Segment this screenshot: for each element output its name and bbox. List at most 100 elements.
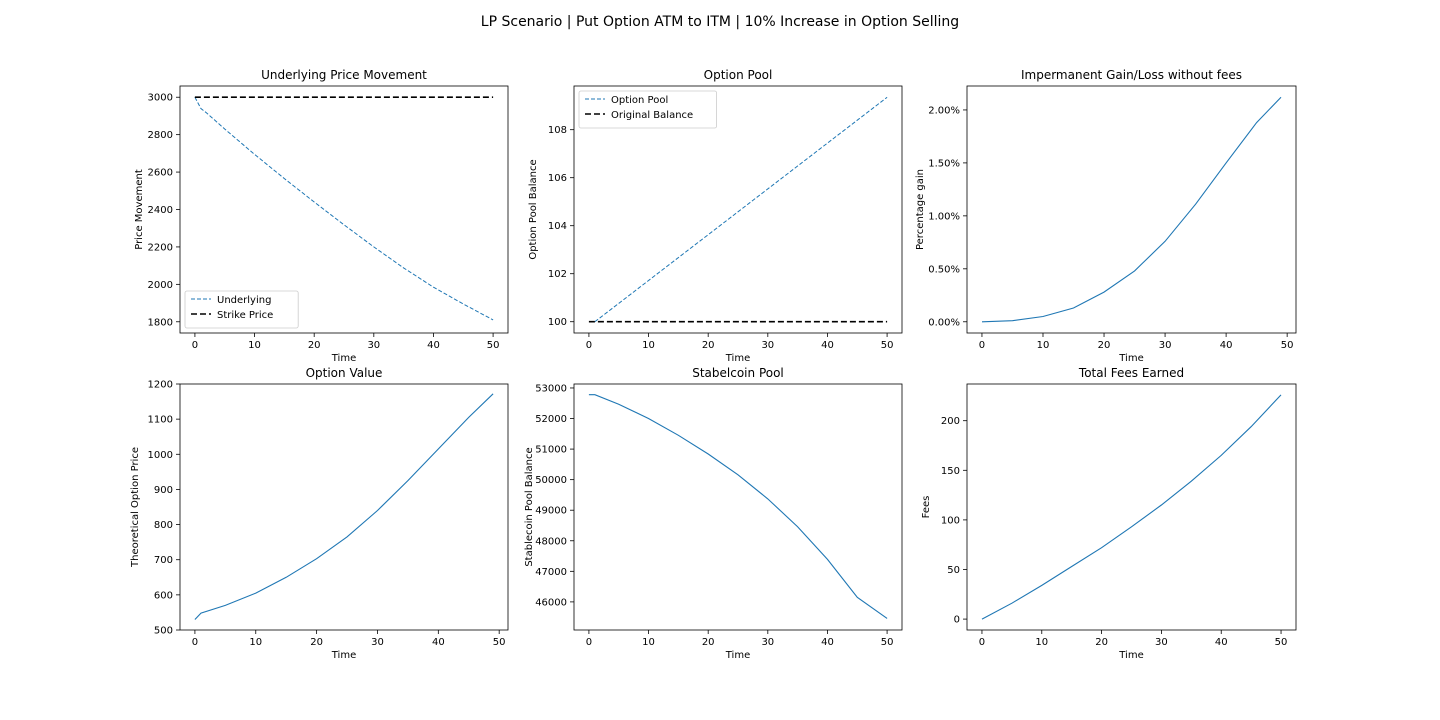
x-tick-label: 50 (881, 340, 894, 351)
x-tick-label: 50 (1275, 637, 1288, 648)
x-tick-label: 40 (1220, 340, 1233, 351)
y-tick-label: 2400 (148, 205, 173, 216)
x-tick-label: 40 (1215, 637, 1228, 648)
y-tick-label: 108 (548, 125, 567, 136)
subplot-impermanent: Impermanent Gain/Loss without fees 0 10 20 3… (915, 68, 1297, 364)
y-tick-label: 1000 (148, 450, 173, 461)
subplot-stablecoin_pool: Stabelcoin Pool 0 10 20 30 40 50 46000 47000 4800… (524, 366, 903, 661)
plot-frame (179, 383, 509, 631)
y-tick-label: 3000 (148, 93, 173, 104)
y-tick-label: 100 (548, 317, 567, 328)
legend-box (578, 90, 718, 129)
y-tick-label: 900 (154, 485, 173, 496)
y-tick-label: 2.00% (928, 105, 960, 116)
y-tick-label: 51000 (535, 445, 567, 456)
x-tick-label: 10 (1037, 340, 1050, 351)
y-tick-label: 0.00% (928, 317, 960, 328)
subplot-fees: Total Fees Earned 0 10 20 30 40 50 0 50 100 150 200… (921, 366, 1297, 661)
y-tick-label: 100 (941, 515, 960, 526)
plot-frame (573, 383, 903, 631)
y-tick-label: 1.00% (928, 211, 960, 222)
x-tick-label: 0 (586, 340, 592, 351)
y-tick-label: 600 (154, 590, 173, 601)
x-axis-label: Time (331, 650, 356, 661)
x-tick-label: 30 (371, 637, 384, 648)
x-tick-label: 0 (192, 637, 198, 648)
x-tick-label: 0 (586, 637, 592, 648)
series-line-stablecoin_pool (588, 394, 888, 619)
figure-suptitle: LP Scenario | Put Option ATM to ITM | 10… (481, 14, 959, 30)
subplot-title: Option Value (306, 366, 383, 380)
y-axis-label: Fees (921, 496, 932, 519)
x-tick-label: 40 (427, 340, 440, 351)
plot-frame (966, 383, 1297, 631)
x-tick-label: 10 (249, 637, 262, 648)
legend-entry: Underlying (217, 295, 271, 306)
subplot-title: Stabelcoin Pool (692, 366, 784, 380)
subplot-title: Total Fees Earned (1078, 366, 1184, 380)
legend-box (184, 290, 299, 329)
y-tick-label: 104 (548, 221, 567, 232)
x-tick-label: 30 (1159, 340, 1172, 351)
y-tick-label: 200 (941, 416, 960, 427)
y-tick-label: 800 (154, 520, 173, 531)
y-tick-label: 46000 (535, 597, 567, 608)
y-tick-label: 1200 (148, 380, 173, 391)
x-tick-label: 10 (248, 340, 261, 351)
x-tick-label: 20 (310, 637, 323, 648)
subplot-option_value: Option Value 0 10 20 30 40 50 500 600 700 800 900 10… (130, 366, 509, 661)
x-tick-label: 30 (761, 637, 774, 648)
x-tick-label: 50 (881, 637, 894, 648)
y-tick-label: 500 (154, 626, 173, 637)
y-tick-label: 47000 (535, 567, 567, 578)
x-tick-label: 20 (1098, 340, 1111, 351)
y-tick-label: 53000 (535, 383, 567, 394)
y-tick-label: 50000 (535, 475, 567, 486)
x-tick-label: 10 (642, 340, 655, 351)
legend-entry: Option Pool (611, 95, 668, 106)
x-tick-label: 40 (821, 637, 834, 648)
series-line-option_value (194, 393, 494, 620)
y-tick-label: 1100 (148, 415, 173, 426)
x-tick-label: 50 (487, 340, 500, 351)
y-tick-label: 700 (154, 555, 173, 566)
x-tick-label: 10 (1035, 637, 1048, 648)
subplot-title: Impermanent Gain/Loss without fees (1021, 68, 1242, 82)
plot-frame (966, 85, 1297, 334)
legend: Option Pool Original Balance (578, 90, 718, 129)
x-tick-label: 10 (642, 637, 655, 648)
x-tick-label: 30 (1155, 637, 1168, 648)
series-line-impermanent (981, 96, 1282, 323)
y-axis-label: Option Pool Balance (528, 159, 539, 259)
series-line-fees (981, 394, 1282, 620)
plot-frame (179, 85, 509, 334)
x-tick-label: 20 (702, 340, 715, 351)
x-axis-label: Time (725, 353, 750, 364)
x-axis-label: Time (1118, 650, 1143, 661)
y-tick-label: 48000 (535, 536, 567, 547)
y-axis-label: Percentage gain (915, 169, 926, 250)
x-tick-label: 30 (367, 340, 380, 351)
legend-entry: Original Balance (611, 110, 693, 121)
x-tick-label: 50 (493, 637, 506, 648)
subplot-option_pool: Option Pool 0 10 20 30 40 50 100 102 104 106 108 Tim… (528, 68, 903, 364)
x-tick-label: 50 (1281, 340, 1294, 351)
plot-frame (573, 85, 903, 334)
y-tick-label: 50 (947, 565, 960, 576)
x-axis-label: Time (331, 353, 356, 364)
y-tick-label: 2800 (148, 130, 173, 141)
x-tick-label: 20 (702, 637, 715, 648)
y-axis-label: Stablecoin Pool Balance (524, 447, 535, 566)
y-tick-label: 0 (954, 615, 960, 626)
y-tick-label: 49000 (535, 506, 567, 517)
x-axis-label: Time (725, 650, 750, 661)
y-tick-label: 52000 (535, 414, 567, 425)
y-tick-label: 0.50% (928, 264, 960, 275)
y-tick-label: 150 (941, 466, 960, 477)
y-tick-label: 2000 (148, 280, 173, 291)
subplot-underlying: Underlying Price Movement 0 10 20 30 40 50 1800… (134, 68, 509, 364)
y-tick-label: 2600 (148, 168, 173, 179)
